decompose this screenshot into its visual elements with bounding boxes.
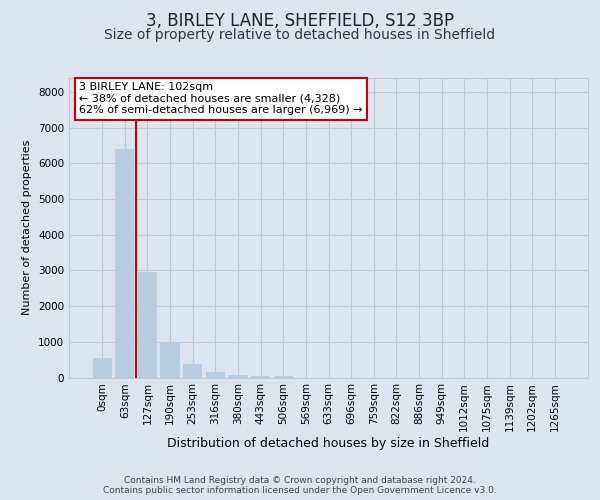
Bar (92, 358, 112, 378)
Bar (274, 376, 293, 378)
Text: Size of property relative to detached houses in Sheffield: Size of property relative to detached ho… (104, 28, 496, 42)
Y-axis label: Number of detached properties: Number of detached properties (22, 140, 32, 315)
Text: 3, BIRLEY LANE, SHEFFIELD, S12 3BP: 3, BIRLEY LANE, SHEFFIELD, S12 3BP (146, 12, 454, 30)
Bar (115, 149, 134, 378)
Text: 3 BIRLEY LANE: 102sqm
← 38% of detached houses are smaller (4,328)
62% of semi-d: 3 BIRLEY LANE: 102sqm ← 38% of detached … (79, 82, 363, 115)
Bar (251, 376, 270, 378)
Bar (206, 372, 225, 378)
Bar (138, 272, 157, 378)
Bar (229, 374, 248, 378)
Bar (160, 342, 180, 378)
Text: Contains HM Land Registry data © Crown copyright and database right 2024.
Contai: Contains HM Land Registry data © Crown c… (103, 476, 497, 495)
Bar (183, 364, 202, 378)
X-axis label: Distribution of detached houses by size in Sheffield: Distribution of detached houses by size … (167, 436, 490, 450)
